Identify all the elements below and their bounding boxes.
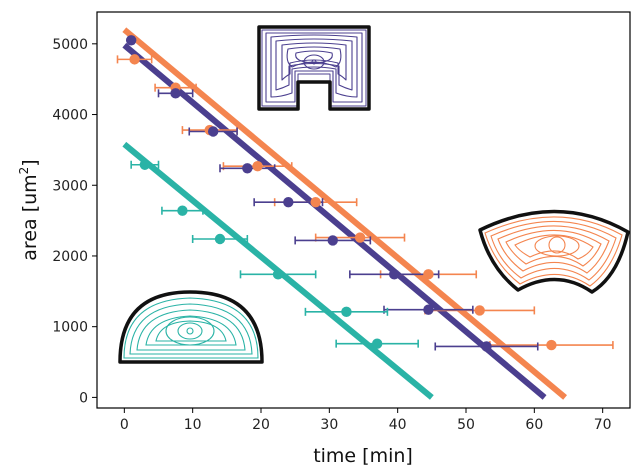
x-tick-label: 0	[120, 417, 129, 433]
x-tick-label: 40	[389, 417, 407, 433]
data-point	[283, 197, 294, 208]
y-tick-label: 5000	[52, 37, 88, 53]
y-tick-label: 3000	[52, 178, 88, 194]
x-axis-title: time [min]	[313, 445, 413, 467]
y-tick-label: 0	[79, 390, 88, 406]
data-point	[371, 338, 383, 349]
data-point	[354, 232, 366, 243]
data-point	[272, 269, 284, 280]
fit-line	[122, 27, 568, 400]
data-point	[129, 54, 140, 65]
data-point	[481, 341, 492, 352]
data-point	[546, 339, 557, 351]
data-point	[207, 126, 219, 137]
fit-lines	[122, 27, 568, 400]
data-point	[423, 269, 434, 280]
data-point	[310, 197, 321, 208]
x-tick-label: 10	[184, 417, 202, 433]
y-axis-title: area [um2]	[17, 159, 41, 260]
plot-frame	[96, 11, 631, 409]
shape-inset-crescent	[478, 209, 630, 294]
axis-ticks: 0 10 20 30 40 50 60 70 0 1000 2000 3000 4000 5000	[52, 37, 611, 433]
data-point	[341, 306, 352, 318]
fit-line	[122, 42, 547, 400]
data-point	[214, 233, 226, 245]
data-point	[389, 269, 400, 280]
y-tick-label: 4000	[52, 108, 88, 124]
x-tick-label: 50	[457, 417, 475, 433]
x-tick-label: 30	[320, 417, 338, 433]
y-tick-label: 1000	[52, 320, 88, 336]
data-point	[242, 163, 253, 174]
y-axis-title-end: ]	[19, 159, 41, 166]
shape-inset-well	[257, 25, 371, 111]
shape-inset-semicircle	[118, 290, 264, 364]
x-tick-label: 20	[252, 417, 270, 433]
data-point	[177, 205, 188, 216]
data-point	[170, 88, 181, 99]
data-point	[252, 160, 263, 172]
data-point	[474, 305, 485, 316]
data-point	[327, 235, 338, 246]
plot-area	[96, 11, 631, 409]
y-tick-label: 2000	[52, 249, 88, 265]
y-axis-title-base: area [um	[19, 174, 41, 260]
data-point	[423, 304, 434, 315]
x-tick-label: 70	[594, 417, 612, 433]
y-axis-title-superscript: 2	[17, 167, 31, 175]
data-point	[139, 159, 151, 170]
data-points	[125, 35, 557, 352]
data-point	[125, 35, 137, 46]
x-tick-label: 60	[525, 417, 543, 433]
